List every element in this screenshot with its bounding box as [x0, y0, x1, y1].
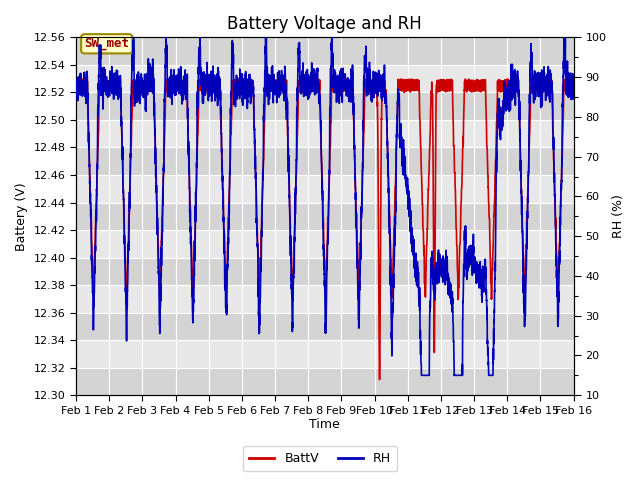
BattV	[306, 88, 314, 94]
Text: SW_met: SW_met	[84, 37, 129, 50]
RH	[465, 252, 472, 258]
Bar	[76, 285, 573, 312]
BattV	[376, 377, 383, 383]
BattV	[436, 88, 444, 94]
Bar	[76, 120, 573, 147]
Line: BattV: BattV	[76, 78, 573, 380]
Bar	[76, 230, 573, 258]
BattV	[161, 104, 169, 109]
RH	[72, 80, 80, 85]
Bar	[76, 312, 573, 340]
BattV	[465, 78, 472, 84]
Bar	[76, 175, 573, 203]
Bar	[76, 368, 573, 395]
BattV	[72, 87, 80, 93]
Bar	[76, 65, 573, 92]
Line: RH: RH	[76, 37, 573, 375]
RH	[162, 35, 170, 40]
Bar	[76, 258, 573, 285]
RH	[417, 372, 425, 378]
Legend: BattV, RH: BattV, RH	[243, 446, 397, 471]
Bar	[76, 37, 573, 65]
BattV	[334, 75, 342, 81]
RH	[161, 65, 169, 71]
RH	[306, 84, 314, 89]
Bar	[76, 340, 573, 368]
Bar	[76, 147, 573, 175]
BattV	[570, 87, 577, 93]
X-axis label: Time: Time	[309, 419, 340, 432]
RH	[570, 76, 577, 82]
Y-axis label: RH (%): RH (%)	[612, 194, 625, 238]
BattV	[409, 87, 417, 93]
Bar	[76, 92, 573, 120]
Bar	[76, 203, 573, 230]
Title: Battery Voltage and RH: Battery Voltage and RH	[227, 15, 422, 33]
RH	[408, 233, 416, 239]
RH	[436, 255, 444, 261]
BattV	[570, 77, 577, 83]
RH	[570, 87, 577, 93]
Y-axis label: Battery (V): Battery (V)	[15, 182, 28, 251]
